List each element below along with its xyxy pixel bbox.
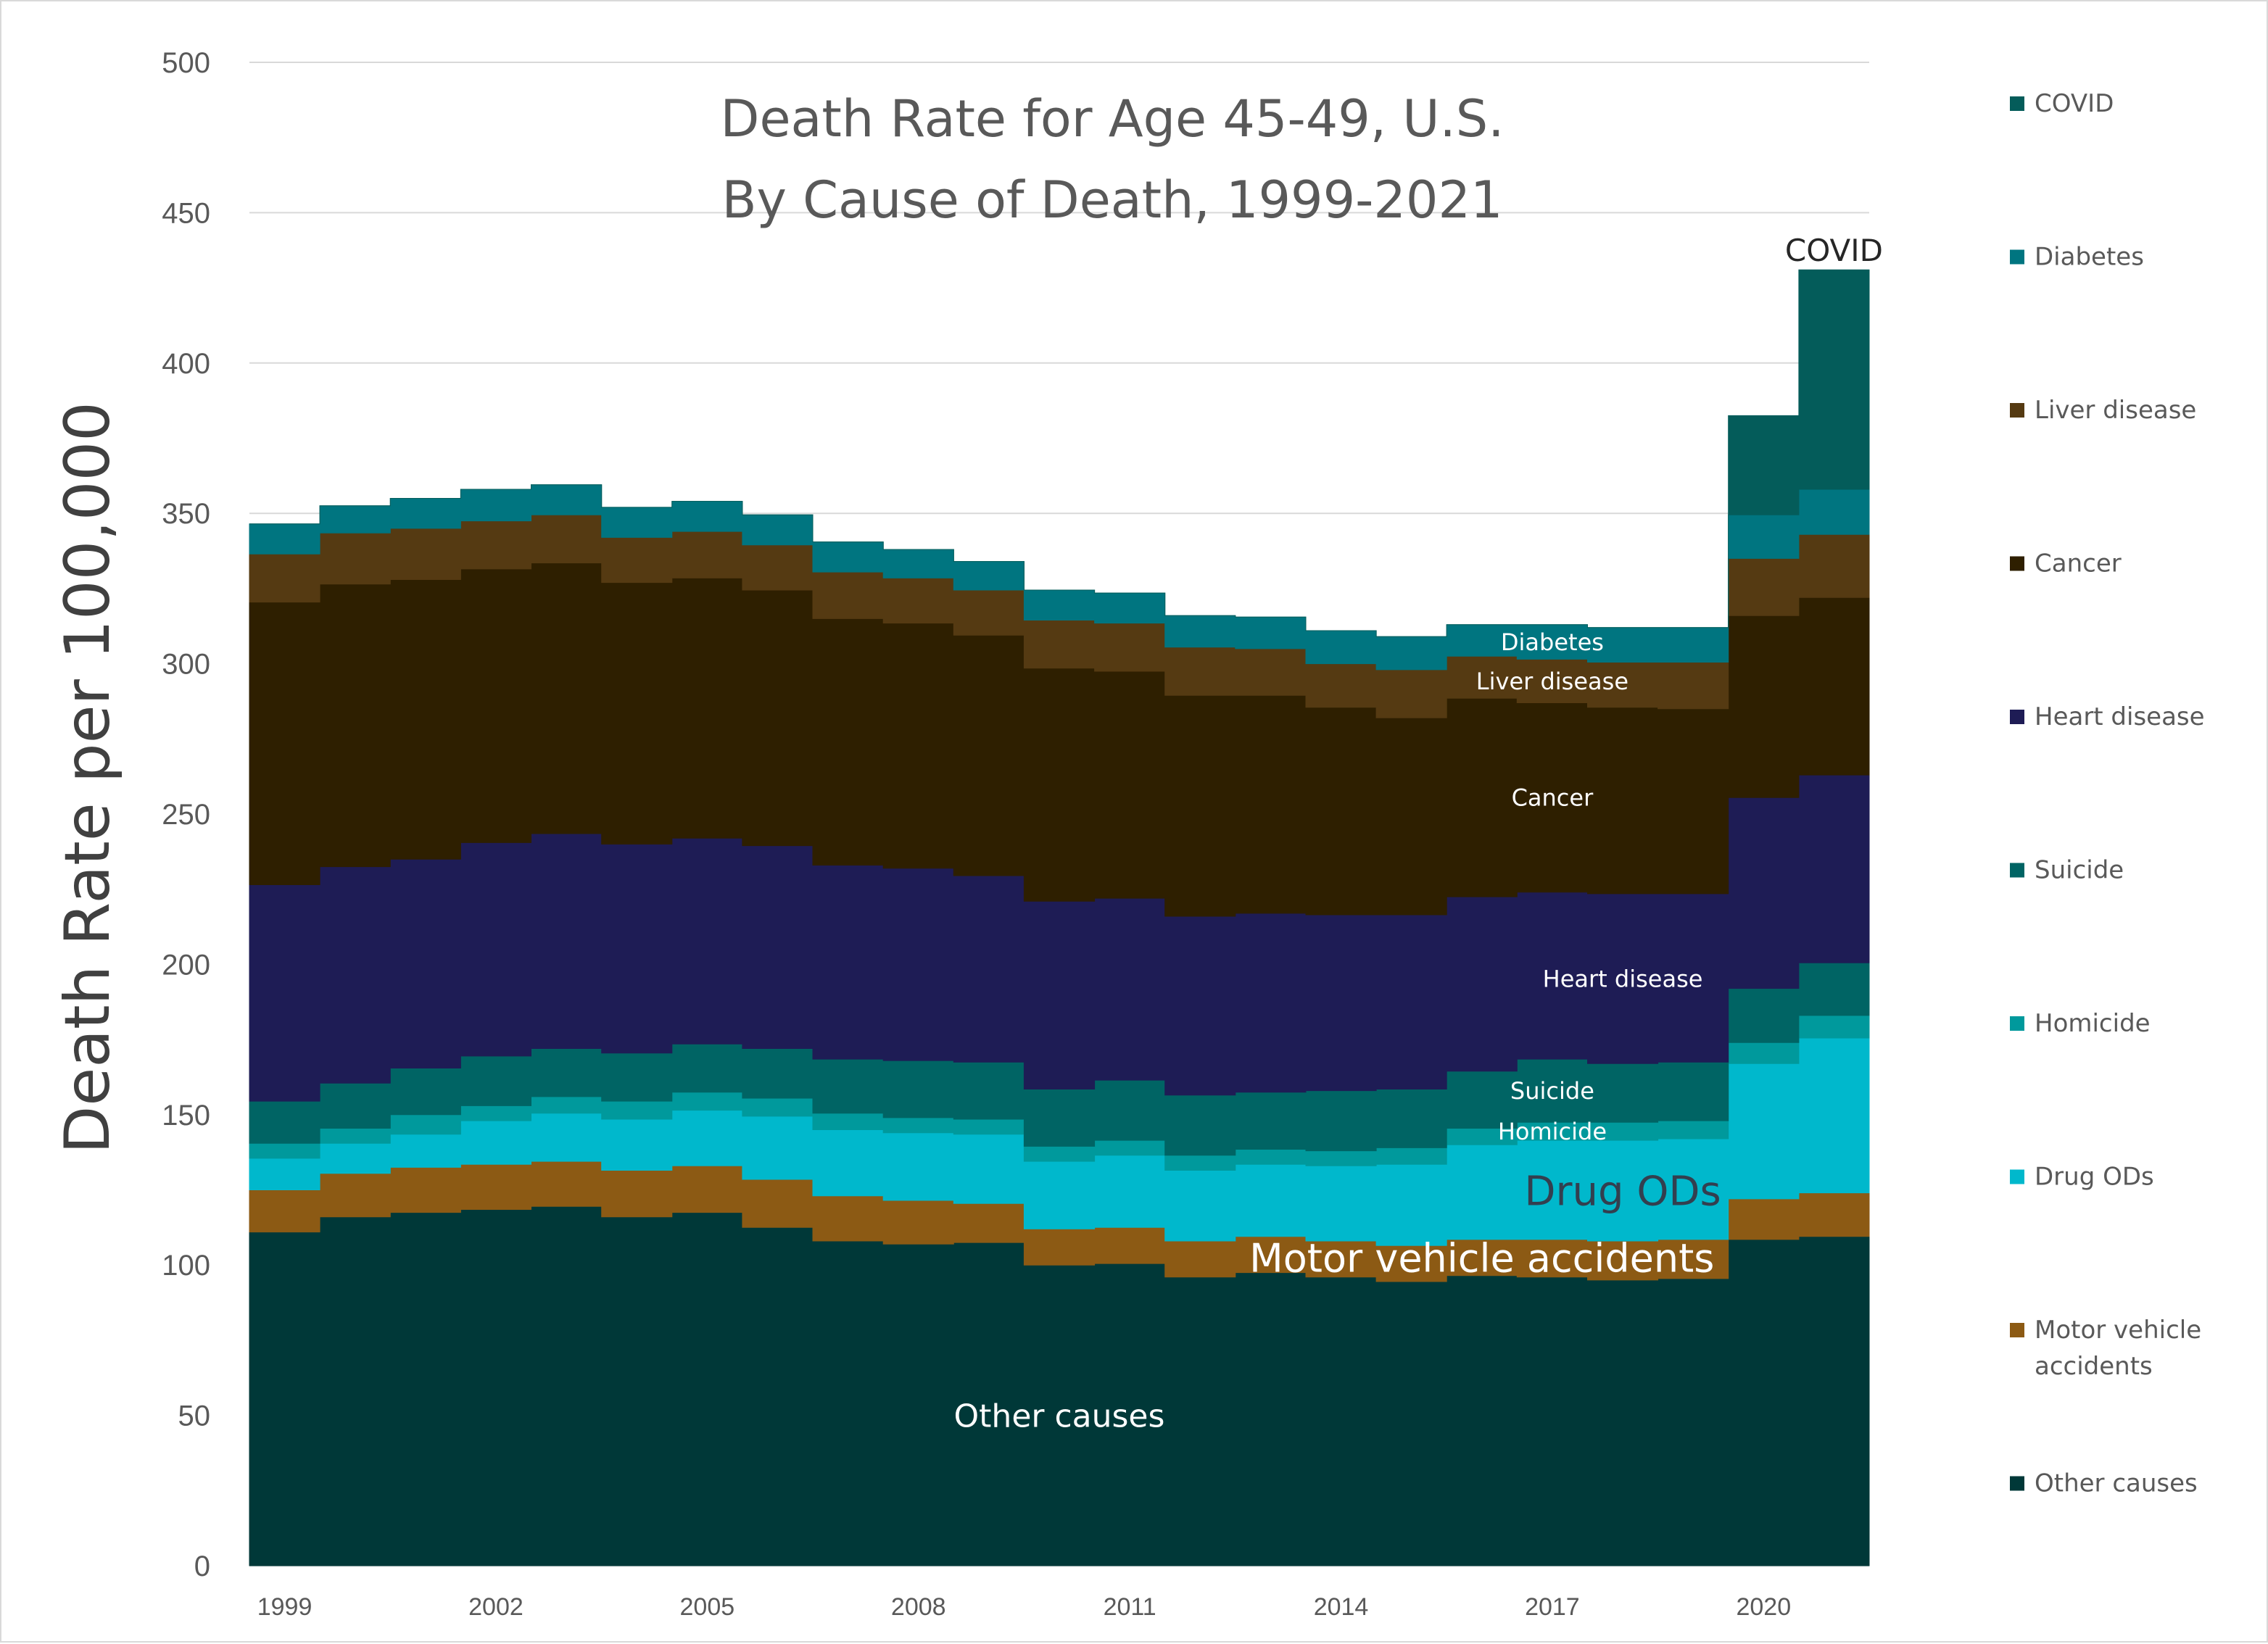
legend-swatch-cancer	[2010, 556, 2024, 571]
y-tick-label-300: 300	[162, 649, 210, 681]
legend-swatch-homicide	[2010, 1016, 2024, 1031]
in-chart-label-heart-disease: Heart disease	[1543, 966, 1703, 993]
in-chart-label-diabetes: Diabetes	[1501, 628, 1604, 656]
legend-swatch-drug-ods	[2010, 1169, 2024, 1184]
y-tick-label-350: 350	[162, 498, 210, 530]
y-tick-label-200: 200	[162, 949, 210, 981]
legend-label-liver-disease: Liver disease	[2035, 396, 2196, 425]
legend-swatch-other-causes	[2010, 1476, 2024, 1491]
y-axis-title: Death Rate per 100,000	[51, 402, 124, 1154]
in-chart-label-covid: COVID	[1785, 233, 1883, 268]
y-tick-label-0: 0	[194, 1550, 210, 1582]
legend-swatch-covid	[2010, 96, 2024, 111]
chart-title-line-2: By Cause of Death, 1999-2021	[721, 170, 1502, 230]
legend-label-drug-ods: Drug ODs	[2035, 1163, 2154, 1192]
legend-swatch-diabetes	[2010, 249, 2024, 265]
x-tick-label-2011: 2011	[1104, 1593, 1156, 1621]
legend-label-suicide: Suicide	[2035, 856, 2124, 885]
chart-title-line-1: Death Rate for Age 45-49, U.S.	[721, 89, 1505, 149]
y-tick-label-450: 450	[162, 197, 210, 229]
y-tick-label-150: 150	[162, 1100, 210, 1132]
legend-label-homicide: Homicide	[2035, 1009, 2151, 1038]
x-tick-label-2020: 2020	[1736, 1593, 1791, 1621]
legend-label-cancer: Cancer	[2035, 549, 2122, 578]
in-chart-label-drug-ods: Drug ODs	[1524, 1168, 1721, 1216]
x-tick-label-1999: 1999	[257, 1593, 313, 1621]
in-chart-label-homicide: Homicide	[1498, 1118, 1607, 1145]
area-covid	[249, 269, 1870, 637]
y-tick-label-500: 500	[162, 47, 210, 79]
legend-swatch-suicide	[2010, 863, 2024, 878]
in-chart-label-other-causes: Other causes	[954, 1398, 1165, 1435]
legend-label-other-causes: Other causes	[2035, 1469, 2198, 1498]
x-tick-label-2014: 2014	[1314, 1593, 1369, 1621]
in-chart-label-liver-disease: Liver disease	[1476, 668, 1628, 695]
x-axis-ticks: 1999 2002 2005 2008 2011 2014 2017 2020	[257, 1593, 1791, 1621]
in-chart-label-cancer: Cancer	[1512, 784, 1594, 812]
x-tick-label-2017: 2017	[1525, 1593, 1580, 1621]
legend: COVID Diabetes Liver disease Cancer Heart di…	[2010, 89, 2205, 1498]
legend-label-diabetes: Diabetes	[2035, 243, 2144, 272]
in-chart-labels: COVID Diabetes Liver disease Cancer Heart di…	[954, 233, 1883, 1435]
y-axis-ticks: 0 50 100 150 200 250 300 350 400 450 500	[162, 47, 210, 1582]
legend-swatch-heart-disease	[2010, 710, 2024, 724]
x-tick-label-2005: 2005	[680, 1593, 735, 1621]
x-tick-label-2002: 2002	[468, 1593, 523, 1621]
legend-label-motor-vehicle-accidents: Motor vehicle accidents	[2035, 1316, 2201, 1381]
y-tick-label-250: 250	[162, 799, 210, 831]
in-chart-label-motor-vehicle-accidents: Motor vehicle accidents	[1249, 1235, 1714, 1281]
legend-label-heart-disease: Heart disease	[2035, 702, 2205, 731]
legend-swatch-motor-vehicle-accidents	[2010, 1323, 2024, 1337]
x-tick-label-2008: 2008	[891, 1593, 946, 1621]
in-chart-label-suicide: Suicide	[1510, 1077, 1594, 1105]
legend-swatch-liver-disease	[2010, 403, 2024, 418]
series-areas	[249, 269, 1870, 1566]
y-tick-label-400: 400	[162, 348, 210, 380]
legend-label-covid: COVID	[2035, 89, 2114, 118]
y-tick-label-100: 100	[162, 1250, 210, 1282]
y-tick-label-50: 50	[178, 1400, 211, 1432]
